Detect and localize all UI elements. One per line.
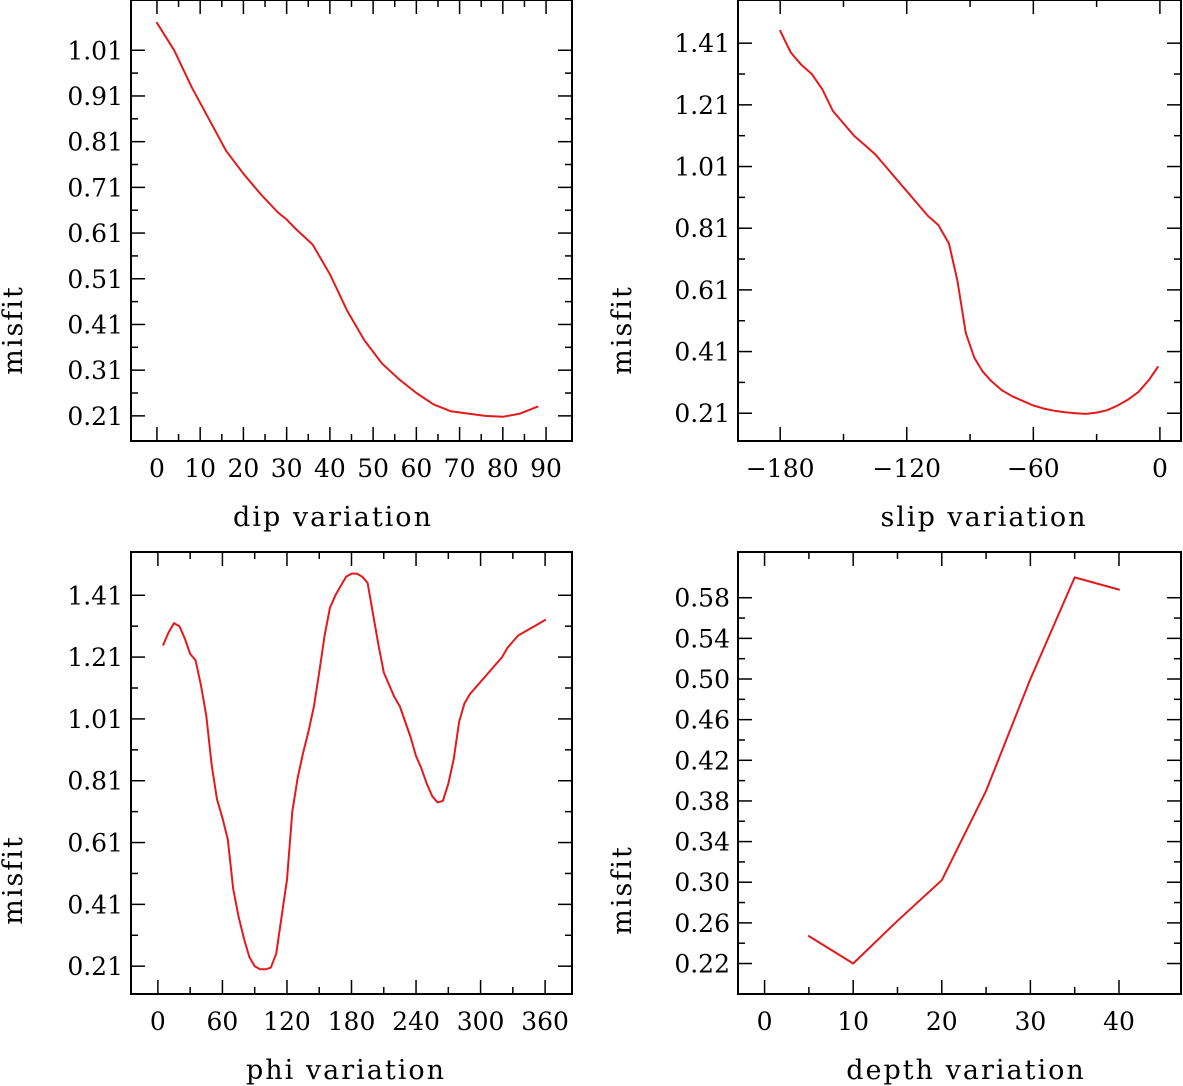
panel-dip: 0 10 20 30 40 50 60 70 80 90 0.21 0.31 0.41 0.51 0.61 0… [0, 0, 573, 533]
series-line-misfit [155, 21, 539, 418]
ticks [131, 0, 572, 441]
ticks [131, 552, 572, 994]
panel-slip: −180 −120 −60 0 0.21 0.41 0.61 0.81 1.01 1.21 1.41… [607, 0, 1182, 533]
x-tick-label: 40 [1103, 1007, 1135, 1036]
y-tick-label: 0.41 [67, 310, 123, 339]
plot-frame [130, 551, 573, 995]
y-tick-label: 0.71 [67, 173, 123, 202]
plot-frame [737, 0, 1182, 442]
y-tick-label: 0.21 [67, 402, 123, 431]
x-tick-label: −180 [746, 454, 815, 483]
y-tick-label: 0.21 [67, 952, 123, 981]
y-tick-label: 0.26 [674, 909, 730, 938]
y-axis-title: misfit [0, 835, 29, 925]
y-axis-title: misfit [607, 285, 638, 375]
x-tick-label: 0 [757, 1007, 773, 1036]
y-tick-label: 0.50 [674, 665, 730, 694]
x-tick-label: 0 [150, 1007, 166, 1036]
y-tick-label: 1.01 [674, 153, 730, 182]
y-tick-label: 0.31 [67, 356, 123, 385]
x-tick-label: 90 [530, 454, 562, 483]
x-tick-label: 0 [149, 454, 165, 483]
ticks [738, 0, 1181, 441]
x-tick-label: −60 [1007, 454, 1060, 483]
tick-labels: −180 −120 −60 0 0.21 0.41 0.61 0.81 1.01 1.21 1.41 [674, 29, 1168, 483]
y-tick-label: 0.41 [67, 890, 123, 919]
x-axis-title: slip variation [880, 502, 1087, 533]
plot-frame [737, 551, 1182, 995]
x-tick-label: 360 [521, 1007, 569, 1036]
tick-labels: 0 60 120 180 240 300 360 0.21 0.41 0.61 0.81 1.01 1.… [67, 581, 569, 1036]
y-tick-label: 0.81 [67, 128, 123, 157]
y-tick-label: 0.42 [674, 746, 730, 775]
y-tick-label: 0.46 [674, 706, 730, 735]
panel-depth: 0 10 20 30 40 0.22 0.26 0.30 0.34 0.38 0.42 0.46 0.5… [607, 551, 1182, 1086]
y-axis-title: misfit [607, 845, 638, 935]
x-tick-label: 60 [207, 1007, 239, 1036]
tick-labels: 0 10 20 30 40 50 60 70 80 90 0.21 0.31 0.41 0.51 0.61 0… [67, 36, 562, 483]
y-tick-label: 1.21 [674, 91, 730, 120]
tick-labels: 0 10 20 30 40 0.22 0.26 0.30 0.34 0.38 0.42 0.46 0.5… [674, 584, 1135, 1036]
y-tick-label: 0.38 [674, 787, 730, 816]
plot-frame [130, 0, 573, 442]
y-tick-label: 0.61 [67, 829, 123, 858]
y-tick-label: 0.22 [674, 950, 730, 979]
x-tick-label: 240 [392, 1007, 440, 1036]
y-tick-label: 1.01 [67, 36, 123, 65]
x-tick-label: 30 [1014, 1007, 1046, 1036]
x-tick-label: 180 [328, 1007, 376, 1036]
y-tick-label: 0.41 [674, 338, 730, 367]
y-tick-label: 1.41 [67, 581, 123, 610]
ticks [738, 552, 1181, 994]
y-tick-label: 0.34 [674, 828, 730, 857]
y-tick-label: 0.58 [674, 584, 730, 613]
x-tick-label: 20 [926, 1007, 958, 1036]
x-axis-title: dip variation [233, 502, 433, 533]
x-tick-label: 10 [184, 454, 216, 483]
y-tick-label: 0.51 [67, 265, 123, 294]
y-tick-label: 0.61 [67, 219, 123, 248]
series-line-misfit [162, 572, 547, 971]
x-tick-label: 60 [400, 454, 432, 483]
y-tick-label: 0.91 [67, 82, 123, 111]
x-tick-label: 300 [457, 1007, 505, 1036]
y-tick-label: 1.41 [674, 29, 730, 58]
x-axis-title: phi variation [246, 1055, 446, 1086]
y-tick-label: 0.81 [674, 214, 730, 243]
x-tick-label: 120 [263, 1007, 311, 1036]
x-axis-title: depth variation [846, 1055, 1086, 1086]
x-tick-label: −120 [872, 454, 941, 483]
x-tick-label: 40 [314, 454, 346, 483]
x-tick-label: 70 [444, 454, 476, 483]
y-tick-label: 0.21 [674, 399, 730, 428]
panel-phi: 0 60 120 180 240 300 360 0.21 0.41 0.61 0.81 1.01 1.… [0, 551, 573, 1086]
y-tick-label: 1.21 [67, 643, 123, 672]
y-tick-label: 1.01 [67, 705, 123, 734]
series-line-misfit [779, 29, 1159, 415]
series-line-misfit [807, 576, 1120, 965]
x-tick-label: 0 [1152, 454, 1168, 483]
x-tick-label: 10 [837, 1007, 869, 1036]
x-tick-label: 80 [487, 454, 519, 483]
y-tick-label: 0.61 [674, 276, 730, 305]
y-axis-title: misfit [0, 285, 29, 375]
y-tick-label: 0.30 [674, 868, 730, 897]
y-tick-label: 0.81 [67, 767, 123, 796]
y-tick-label: 0.54 [674, 624, 730, 653]
x-tick-label: 20 [228, 454, 260, 483]
x-tick-label: 30 [271, 454, 303, 483]
x-tick-label: 50 [357, 454, 389, 483]
